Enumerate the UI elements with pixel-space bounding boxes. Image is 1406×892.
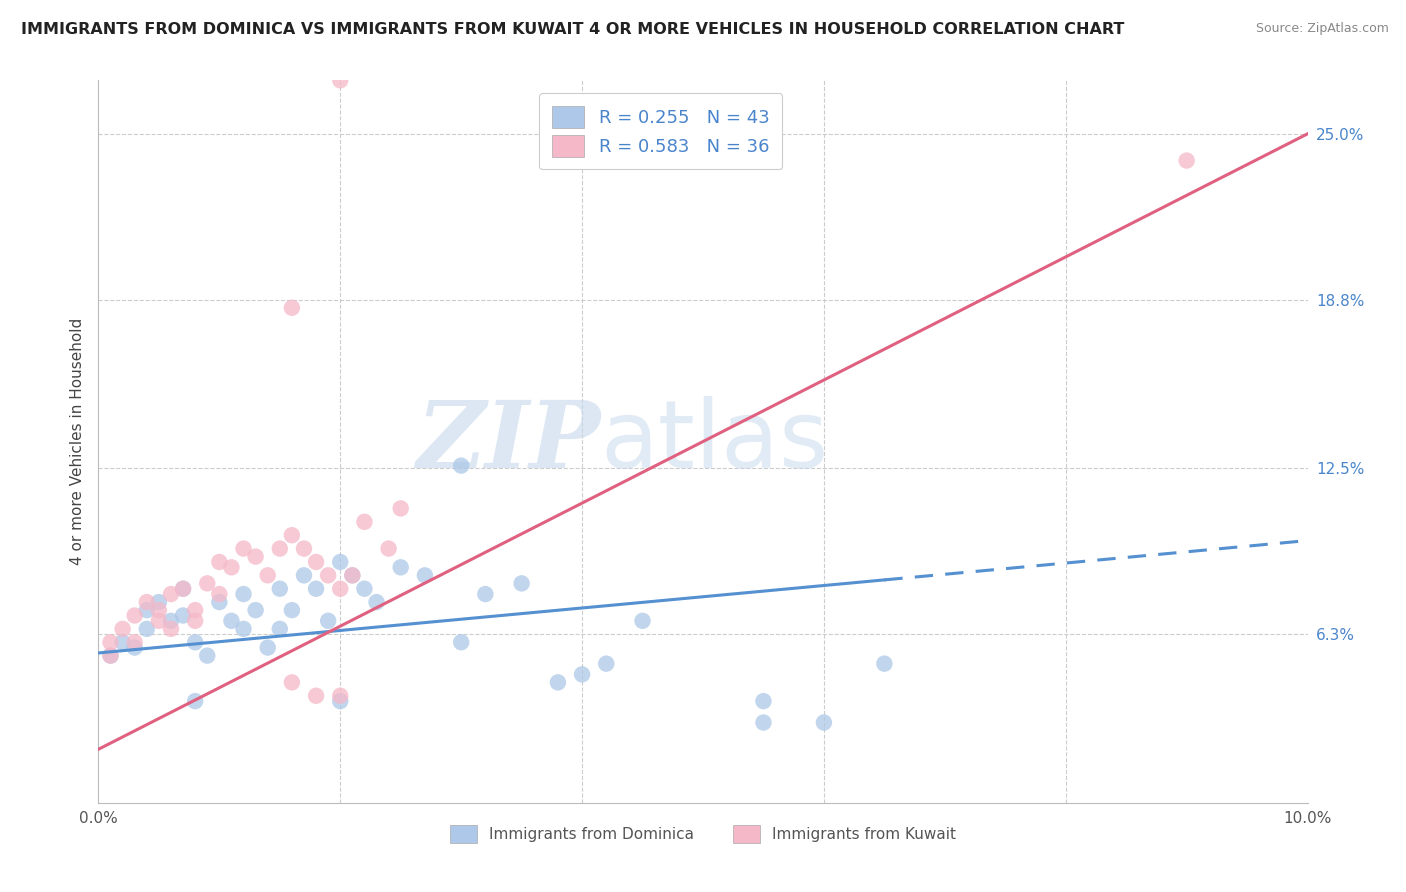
Point: [256, 568, 278, 582]
Text: atlas: atlas: [600, 395, 828, 488]
Point: [160, 622, 183, 636]
Point: [208, 587, 231, 601]
Point: [450, 635, 472, 649]
Point: [413, 568, 436, 582]
Point: [124, 635, 146, 649]
Point: [100, 648, 122, 663]
Point: [342, 568, 364, 582]
Point: [389, 560, 412, 574]
Point: [752, 694, 775, 708]
Point: [873, 657, 896, 671]
Point: [305, 582, 328, 596]
Point: [377, 541, 399, 556]
Point: [245, 603, 267, 617]
Point: [256, 640, 278, 655]
Point: [195, 648, 218, 663]
Point: [474, 587, 496, 601]
Point: [184, 694, 207, 708]
Point: [148, 603, 170, 617]
Point: [281, 603, 304, 617]
Point: [148, 614, 170, 628]
Point: [221, 614, 243, 628]
Point: [813, 715, 835, 730]
Point: [281, 301, 304, 315]
Point: [195, 576, 218, 591]
Point: [292, 541, 315, 556]
Point: [1175, 153, 1198, 168]
Point: [595, 657, 617, 671]
Point: [281, 675, 304, 690]
Point: [208, 555, 231, 569]
Point: [316, 614, 339, 628]
Point: [547, 675, 569, 690]
Point: [281, 528, 304, 542]
Point: [208, 595, 231, 609]
Point: [329, 73, 352, 87]
Point: [305, 689, 328, 703]
Point: [316, 568, 339, 582]
Point: [111, 622, 134, 636]
Point: [232, 541, 254, 556]
Point: [329, 555, 352, 569]
Point: [329, 582, 352, 596]
Point: [571, 667, 593, 681]
Point: [269, 582, 291, 596]
Point: [329, 689, 352, 703]
Legend: Immigrants from Dominica, Immigrants from Kuwait: Immigrants from Dominica, Immigrants fro…: [443, 819, 963, 849]
Point: [172, 608, 194, 623]
Point: [269, 541, 291, 556]
Point: [752, 715, 775, 730]
Point: [184, 635, 207, 649]
Point: [366, 595, 388, 609]
Point: [305, 555, 328, 569]
Point: [160, 587, 183, 601]
Point: [232, 622, 254, 636]
Point: [135, 595, 157, 609]
Point: [389, 501, 412, 516]
Point: [292, 568, 315, 582]
Point: [353, 515, 375, 529]
Point: [510, 576, 533, 591]
Point: [135, 622, 157, 636]
Point: [148, 595, 170, 609]
Point: [342, 568, 364, 582]
Point: [232, 587, 254, 601]
Point: [221, 560, 243, 574]
Text: ZIP: ZIP: [416, 397, 600, 486]
Point: [135, 603, 157, 617]
Point: [124, 608, 146, 623]
Point: [184, 614, 207, 628]
Text: IMMIGRANTS FROM DOMINICA VS IMMIGRANTS FROM KUWAIT 4 OR MORE VEHICLES IN HOUSEHO: IMMIGRANTS FROM DOMINICA VS IMMIGRANTS F…: [21, 22, 1125, 37]
Point: [245, 549, 267, 564]
Point: [353, 582, 375, 596]
Point: [269, 622, 291, 636]
Point: [172, 582, 194, 596]
Point: [450, 458, 472, 473]
Point: [329, 694, 352, 708]
Point: [172, 582, 194, 596]
Point: [184, 603, 207, 617]
Point: [100, 648, 122, 663]
Text: Source: ZipAtlas.com: Source: ZipAtlas.com: [1256, 22, 1389, 36]
Point: [111, 635, 134, 649]
Point: [100, 635, 122, 649]
Y-axis label: 4 or more Vehicles in Household: 4 or more Vehicles in Household: [69, 318, 84, 566]
Point: [160, 614, 183, 628]
Point: [631, 614, 654, 628]
Point: [124, 640, 146, 655]
